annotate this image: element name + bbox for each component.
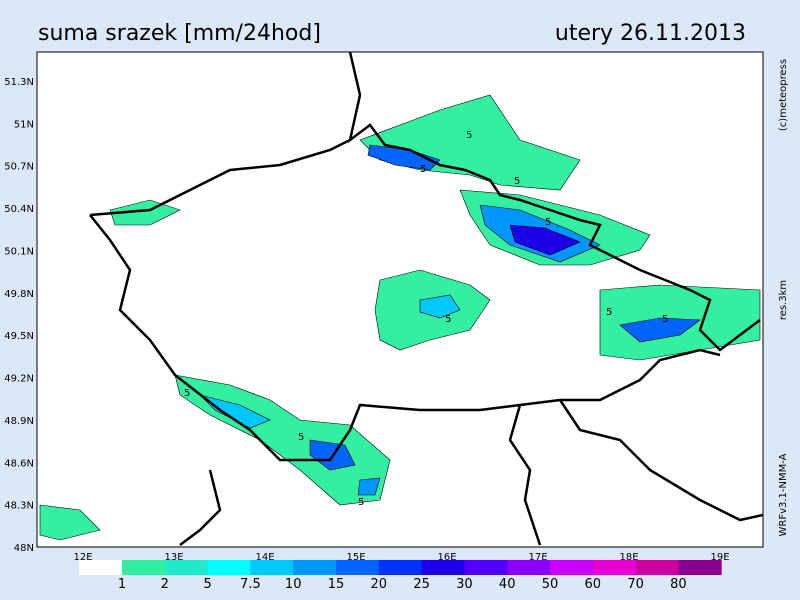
colorbar-swatch <box>207 560 251 575</box>
lat-label: 48.3N <box>4 501 34 512</box>
colorbar-label: 60 <box>585 577 602 592</box>
colorbar-label: 70 <box>627 577 644 592</box>
date: utery 26.11.2013 <box>555 21 746 46</box>
colorbar-swatch <box>164 560 209 575</box>
contour-label: 5 <box>545 217 551 228</box>
lat-label: 51.3N <box>4 77 34 88</box>
colorbar-label: 10 <box>285 577 302 592</box>
colorbar-label: 5 <box>203 577 211 592</box>
contour-label: 5 <box>445 314 451 325</box>
colorbar-swatch <box>336 560 380 575</box>
contour-label: 5 <box>184 388 190 399</box>
contour-label: 5 <box>514 176 520 187</box>
colorbar-label: 20 <box>371 577 388 592</box>
lat-label: 50.4N <box>4 204 34 215</box>
resolution: res.3km <box>778 280 789 320</box>
colorbar-label: 7.5 <box>240 577 261 592</box>
colorbar-label: 30 <box>456 577 473 592</box>
colorbar: 1 2 5 7.5 10 15 20 25 30 40 50 60 70 80 <box>79 560 722 592</box>
lat-label: 49.2N <box>4 374 34 385</box>
lon-label: 17E <box>528 552 547 563</box>
colorbar-label: 80 <box>670 577 687 592</box>
colorbar-swatch <box>421 560 465 575</box>
lat-label: 48N <box>14 543 34 554</box>
lat-labels: 51.3N 51N 50.7N 50.4N 50.1N 49.8N 49.5N 49.2N 48… <box>4 77 34 554</box>
lat-label: 48.9N <box>4 416 34 427</box>
colorbar-swatch <box>635 560 679 575</box>
colorbar-swatch <box>250 560 294 575</box>
colorbar-swatch <box>464 560 508 575</box>
colorbar-label: 40 <box>499 577 516 592</box>
contour-label: 5 <box>298 432 304 443</box>
title: suma srazek [mm/24hod] <box>38 21 321 46</box>
colorbar-swatch <box>122 560 166 575</box>
contour-label: 5 <box>466 130 472 141</box>
borders <box>89 51 764 546</box>
lat-label: 51N <box>14 119 34 130</box>
lon-label: 15E <box>346 552 365 563</box>
colorbar-swatch <box>550 560 594 575</box>
lat-label: 48.6N <box>4 458 34 469</box>
lat-label: 49.5N <box>4 331 34 342</box>
colorbar-swatch <box>507 560 551 575</box>
precipitation <box>39 94 761 541</box>
lat-label: 50.1N <box>4 246 34 257</box>
colorbar-swatch <box>293 560 337 575</box>
lon-label: 18E <box>619 552 638 563</box>
colorbar-swatch <box>592 560 637 575</box>
lat-label: 49.8N <box>4 289 34 300</box>
colorbar-label: 2 <box>161 577 169 592</box>
lon-label: 14E <box>255 552 274 563</box>
lon-labels: 12E 13E 14E 15E 16E 17E 18E 19E <box>73 552 729 563</box>
copyright: (c)meteopress <box>778 59 789 131</box>
contour-label: 5 <box>662 314 668 325</box>
colorbar-label: 25 <box>413 577 430 592</box>
colorbar-swatch <box>378 560 423 575</box>
lat-label: 50.7N <box>4 162 34 173</box>
contour-labels: 5 5 5 5 5 5 5 5 5 5 <box>184 130 668 508</box>
colorbar-swatch <box>678 560 722 575</box>
contour-label: 5 <box>606 307 612 318</box>
contour-label: 5 <box>420 164 426 175</box>
colorbar-label: 15 <box>328 577 345 592</box>
lon-label: 13E <box>164 552 183 563</box>
colorbar-label: 50 <box>542 577 559 592</box>
contour-label: 5 <box>358 497 364 508</box>
colorbar-swatch <box>79 560 123 575</box>
model-name: WRFv3.1-NMM-A <box>778 453 789 536</box>
lon-label: 19E <box>710 552 729 563</box>
lon-label: 16E <box>437 552 456 563</box>
colorbar-label: 1 <box>118 577 126 592</box>
lon-label: 12E <box>73 552 92 563</box>
